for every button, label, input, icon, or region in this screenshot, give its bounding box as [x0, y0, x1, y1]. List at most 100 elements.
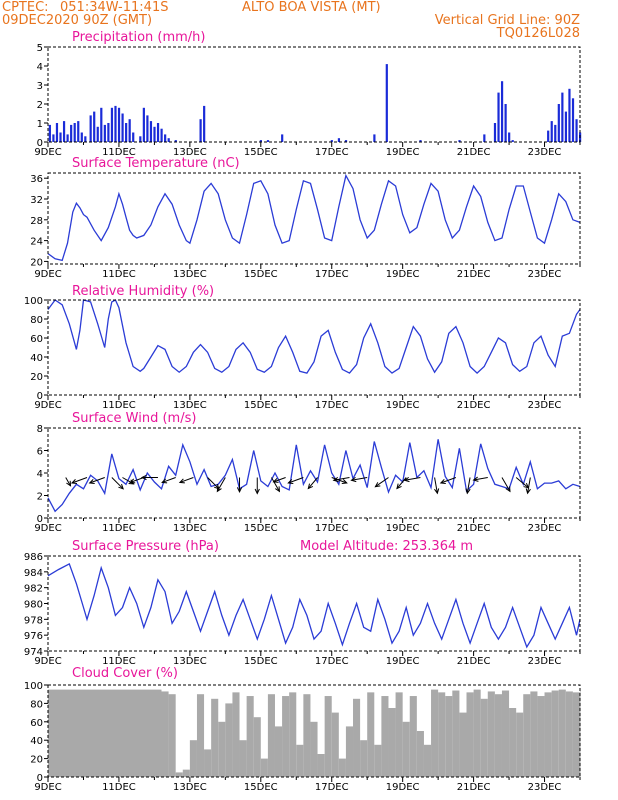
cloud-bar — [360, 740, 368, 777]
x-tick-label: 9DEC — [34, 656, 61, 667]
cloud-bar — [572, 692, 580, 777]
x-tick-label: 23DEC — [528, 782, 562, 793]
precip-bar — [385, 64, 388, 142]
header-grid-note: Vertical Grid Line: 90Z — [435, 13, 580, 28]
wind-arrow — [161, 477, 176, 483]
wind-arrow-head — [275, 486, 281, 493]
cloud-bar — [260, 758, 268, 777]
x-tick-label: 15DEC — [244, 400, 278, 411]
wind-arrow — [216, 477, 226, 492]
x-tick-label: 11DEC — [102, 656, 136, 667]
wind-arrow-head — [254, 488, 260, 495]
cloud-bar — [239, 740, 247, 777]
precip-bar — [568, 88, 571, 142]
cloud-bar — [558, 689, 566, 777]
y-tick-label: 20 — [30, 257, 43, 268]
header-station: ALTO BOA VISTA (MT) — [242, 0, 381, 15]
series-line — [47, 173, 581, 262]
cloud-bar — [423, 744, 432, 777]
wind-arrow-head — [307, 483, 314, 490]
cloud-bar — [253, 717, 261, 777]
y-tick-label: 984 — [24, 568, 43, 579]
precip-bar — [493, 123, 497, 142]
panel-title: Precipitation (mm/h) — [72, 30, 205, 45]
y-tick-label: 8 — [37, 424, 43, 435]
cloud-bar — [431, 689, 439, 777]
precip-bar — [132, 132, 135, 142]
x-tick-label: 13DEC — [173, 782, 207, 793]
cloud-bar — [246, 696, 254, 777]
panel-4: Surface Pressure (hPa) Model Altitude: 25… — [24, 539, 581, 667]
cloud-bar — [182, 769, 190, 777]
precip-bar — [504, 104, 507, 142]
wind-arrow-head — [161, 478, 168, 484]
precip-bar — [128, 119, 131, 142]
y-tick-label: 24 — [30, 237, 43, 248]
cloud-bar — [402, 721, 410, 777]
wind-arrow-head — [272, 477, 279, 483]
wind-arrow-head — [374, 482, 381, 488]
precip-bar — [62, 121, 66, 142]
precip-bar — [497, 92, 500, 142]
cloud-bar — [267, 694, 275, 777]
x-tick-label: 9DEC — [34, 400, 61, 411]
x-tick-label: 19DEC — [386, 523, 420, 534]
x-tick-label: 17DEC — [315, 523, 349, 534]
y-tick-label: 978 — [24, 615, 43, 626]
cloud-bar — [438, 692, 446, 777]
cloud-bar — [523, 694, 531, 777]
precip-bar — [500, 81, 504, 142]
y-tick-label: 40 — [30, 353, 43, 364]
cloud-bar — [282, 696, 290, 777]
x-tick-label: 17DEC — [315, 269, 349, 280]
panel-2: Relative Humidity (%) 0 20 40 60 80 100 9DEC 11D… — [24, 284, 581, 411]
cloud-bar — [324, 696, 332, 777]
y-tick-label: 60 — [30, 334, 43, 345]
wind-arrow — [271, 477, 280, 492]
panel-title: Surface Temperature (nC) — [72, 156, 240, 171]
cloud-bar — [459, 712, 467, 777]
y-tick-label: 0 — [37, 138, 43, 149]
cloud-bar — [416, 731, 424, 777]
y-tick-label: 986 — [24, 552, 43, 563]
x-tick-label: 19DEC — [386, 400, 420, 411]
precip-bar — [554, 124, 557, 142]
cloud-bar — [374, 744, 382, 777]
precip-bar — [100, 107, 103, 142]
cloud-bar — [367, 692, 375, 777]
precip-bar — [266, 140, 270, 142]
x-tick-label: 9DEC — [34, 523, 61, 534]
y-tick-label: 3 — [37, 81, 43, 92]
y-tick-label: 2 — [37, 492, 43, 503]
y-tick-label: 80 — [30, 315, 43, 326]
panel-frame — [47, 172, 581, 265]
panel-title: Surface Wind (m/s) — [72, 411, 196, 426]
x-tick-label: 15DEC — [244, 656, 278, 667]
wind-arrow-head — [505, 486, 511, 493]
y-tick-label: 32 — [30, 195, 43, 206]
wind-arrow — [207, 477, 220, 490]
y-tick-label: 40 — [30, 736, 43, 747]
cloud-bar — [48, 689, 162, 777]
cloud-bar — [494, 694, 502, 777]
wind-arrow — [375, 477, 389, 488]
y-tick-label: 974 — [24, 647, 43, 658]
header-source: CPTEC: — [2, 0, 49, 15]
x-tick-label: 23DEC — [528, 147, 562, 158]
cloud-bar — [317, 754, 325, 777]
precip-bar — [199, 119, 202, 142]
wind-arrow-head — [439, 479, 446, 484]
x-tick-label: 11DEC — [102, 523, 136, 534]
panel-title: Relative Humidity (%) — [72, 284, 214, 299]
series-line — [47, 439, 581, 513]
x-tick-label: 21DEC — [457, 269, 491, 280]
y-tick-label: 982 — [24, 584, 43, 595]
y-tick-label: 0 — [37, 514, 43, 525]
panel-3: Surface Wind (m/s) 0 2 4 6 8 9DEC 11DEC 13DEC 15D… — [34, 411, 581, 534]
x-tick-label: 21DEC — [457, 782, 491, 793]
x-tick-label: 15DEC — [244, 147, 278, 158]
precip-bar — [561, 92, 564, 142]
wind-arrow-head — [396, 483, 402, 490]
x-tick-label: 23DEC — [528, 269, 562, 280]
wind-arrow-head — [66, 480, 72, 487]
